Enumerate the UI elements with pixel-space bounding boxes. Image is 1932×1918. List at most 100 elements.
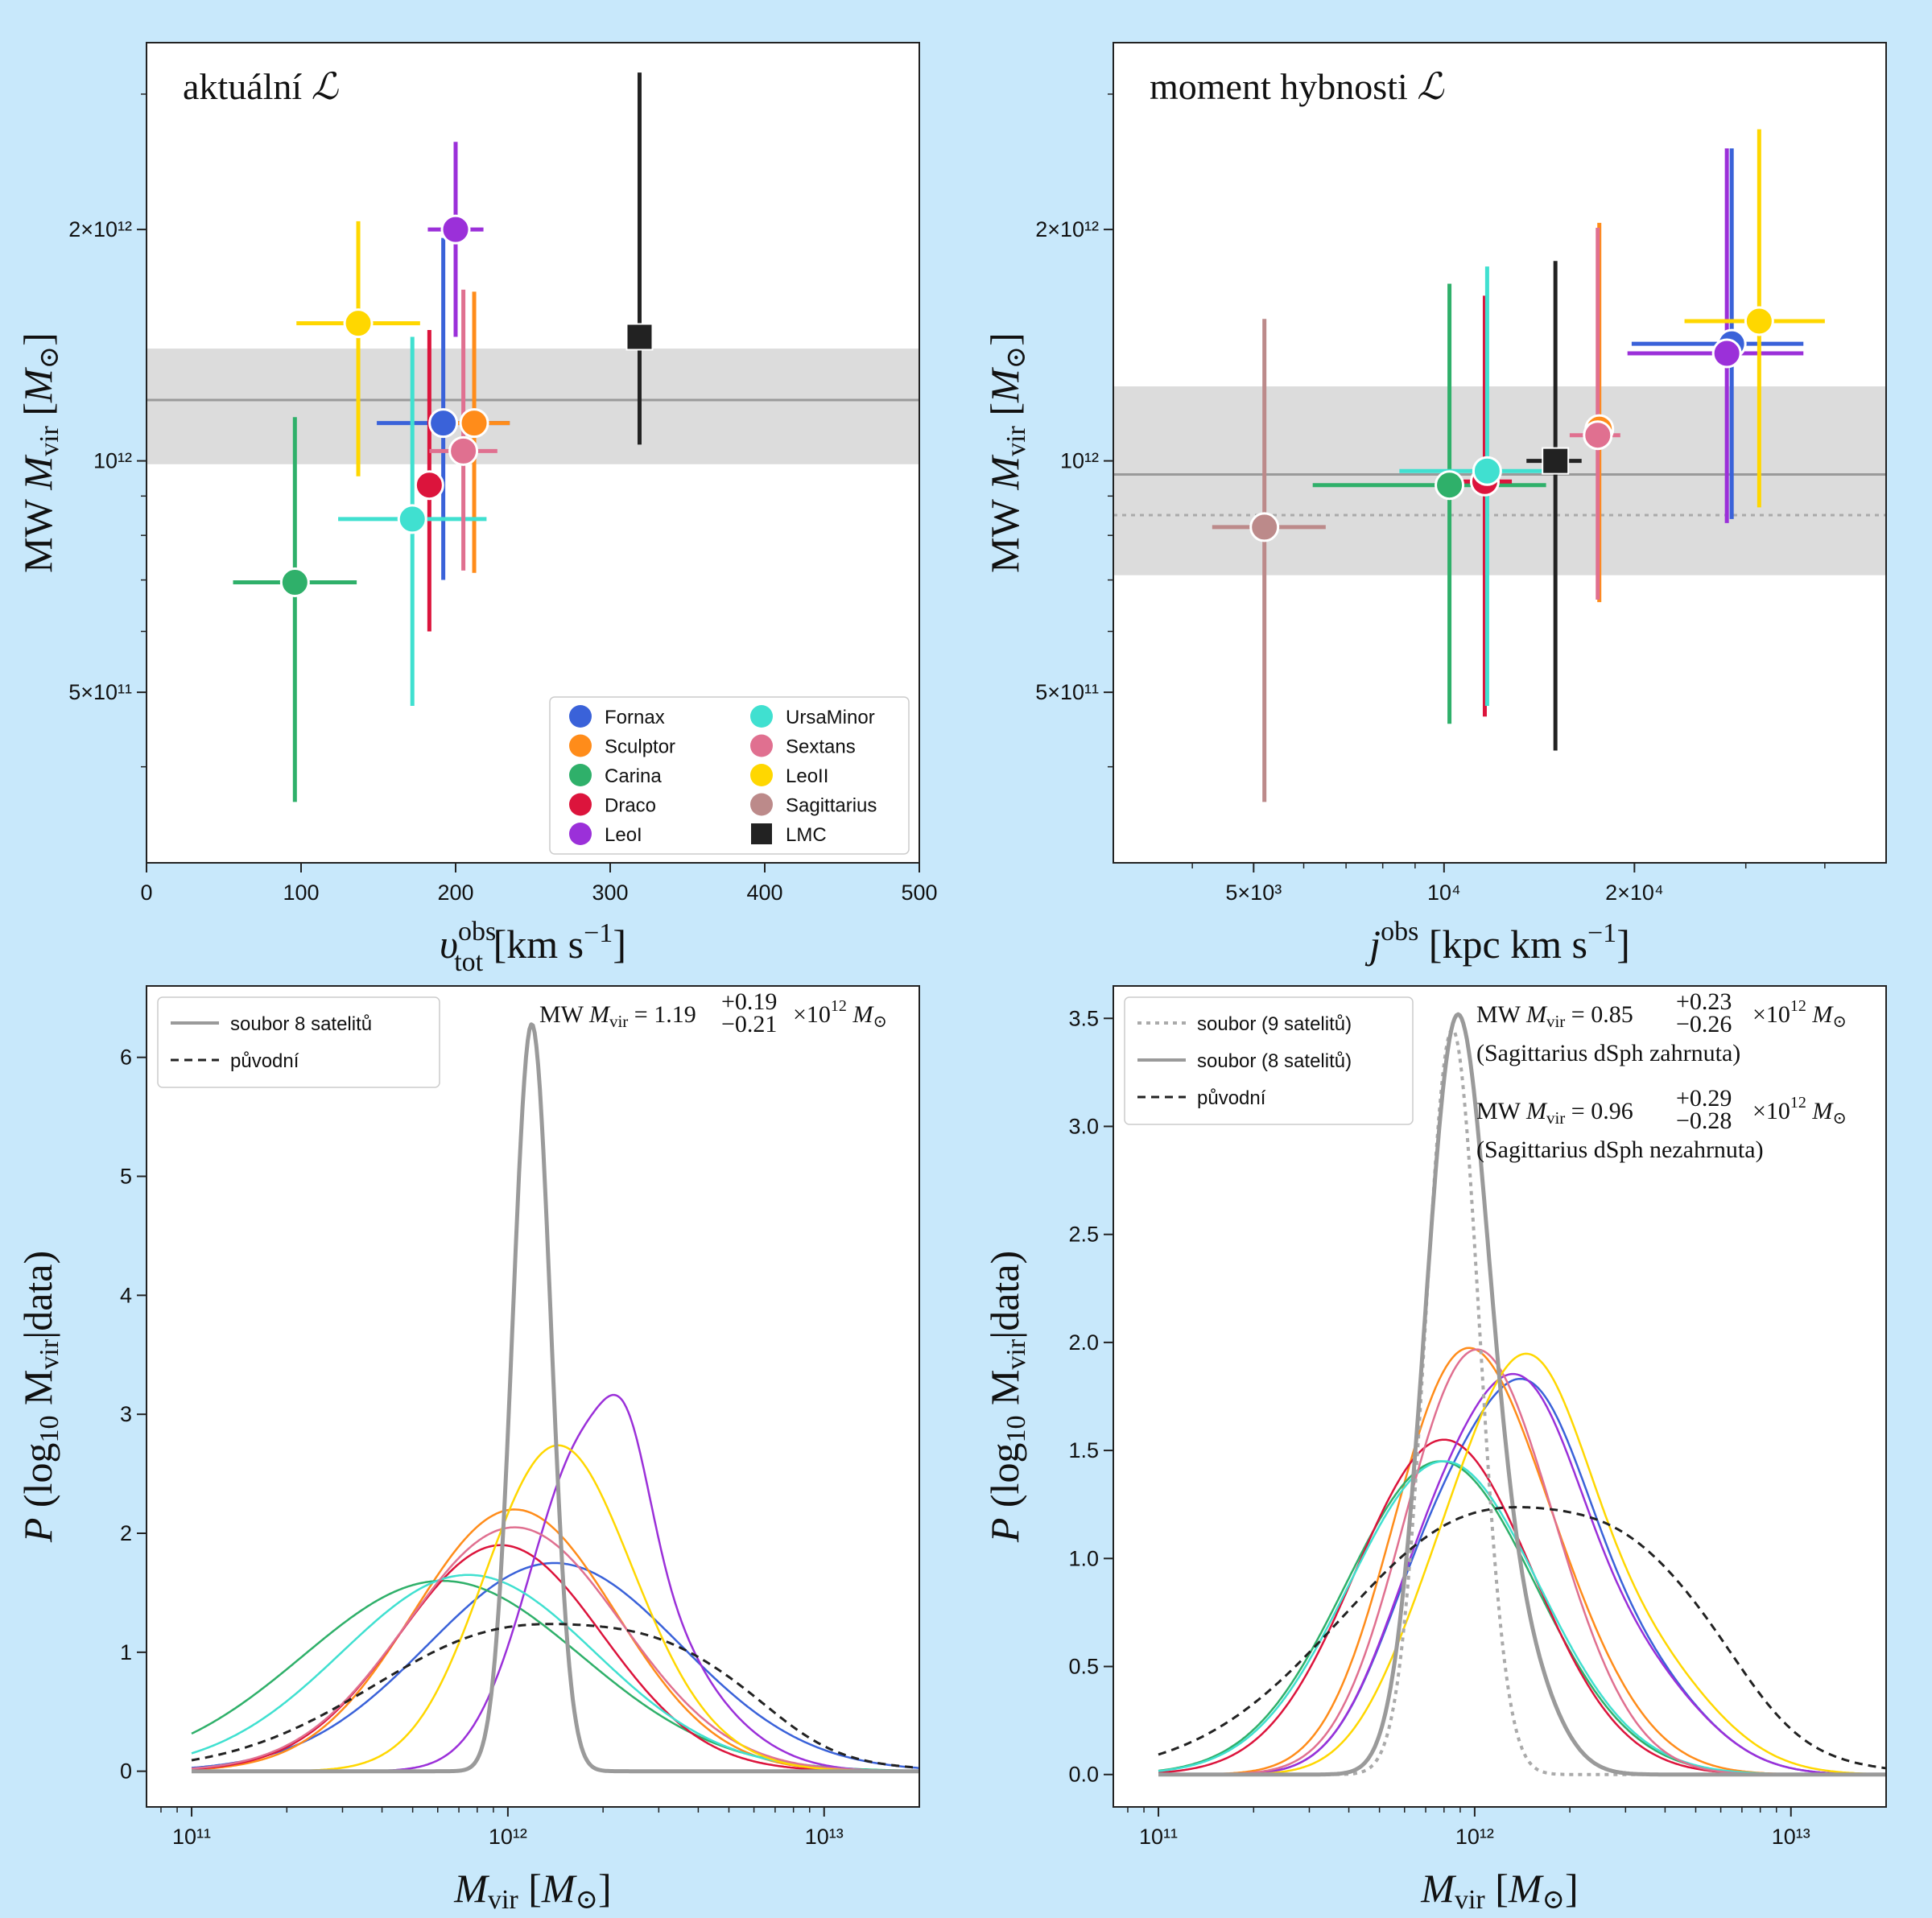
- y-axis-label: MW Mvir [M⊙]: [15, 332, 64, 573]
- x-tick-label: 10¹²: [489, 1825, 527, 1849]
- point-sextans: [1583, 420, 1613, 451]
- y-axis-label: P (log10 Mvir|data): [15, 1251, 64, 1543]
- x-tick-label: 10¹¹: [172, 1825, 211, 1849]
- x-tick-label: 5×10³: [1225, 881, 1282, 905]
- panel-posterior-current: 10¹¹ 10¹² 10¹³ 0 1 2 3 4 5 6 P (log10 Mvir|data) Mv…: [15, 985, 920, 1915]
- x-tick-label: 300: [592, 881, 628, 905]
- x-tick-label: 10¹²: [1455, 1825, 1494, 1849]
- point-leoi: [440, 214, 471, 245]
- legend: [157, 996, 440, 1088]
- x-tick-label: 0: [140, 881, 152, 905]
- legend-label-lmc: LMC: [786, 824, 827, 846]
- x-tick-label: 100: [283, 881, 319, 905]
- plot-frame: [1113, 985, 1887, 1808]
- legend-label-carina: Carina: [605, 765, 662, 787]
- point-ursaminor: [1472, 456, 1502, 486]
- legend-marker-sculptor: [569, 734, 592, 757]
- point-leoii: [343, 308, 374, 339]
- plot-frame: [146, 42, 920, 864]
- curve-draco: [191, 1544, 919, 1772]
- point-sextans: [448, 435, 479, 466]
- y-tick-label: 3: [120, 1402, 132, 1426]
- y-tick-label: 3.0: [1068, 1114, 1099, 1138]
- sagittarius-note: (Sagittarius dSph nezahrnuta): [1476, 1136, 1764, 1163]
- x-tick-label: 400: [746, 881, 782, 905]
- point-leoii: [1744, 306, 1774, 336]
- y-tick-label: 2.5: [1068, 1223, 1099, 1247]
- y-tick-label: 0.0: [1068, 1763, 1099, 1787]
- legend-marker-leoi: [569, 823, 592, 845]
- err-up: +0.29: [1676, 1085, 1732, 1112]
- legend-label-draco: Draco: [605, 795, 656, 817]
- y-tick-label: 10¹²: [1060, 449, 1099, 473]
- point-lmc: [1542, 447, 1570, 475]
- mass-annotation: MW Mvir = 0.85: [1476, 1001, 1633, 1031]
- err-down: −0.28: [1676, 1107, 1732, 1134]
- y-axis-label: P (log10 Mvir|data): [982, 1251, 1031, 1543]
- mass-unit: ×1012 M⊙: [1752, 997, 1847, 1031]
- legend-marker-draco: [569, 793, 592, 816]
- legend-label: původní: [230, 1050, 299, 1072]
- legend-marker-lmc: [751, 823, 772, 844]
- point-draco: [414, 470, 444, 501]
- curve-leoii: [1158, 1352, 1886, 1776]
- x-tick-label: 10⁴: [1427, 881, 1461, 905]
- y-tick-label: 5×10¹¹: [68, 680, 132, 704]
- mass-unit: ×1012 M⊙: [793, 997, 887, 1031]
- plot-background: [146, 985, 920, 1808]
- legend-label-sculptor: Sculptor: [605, 736, 675, 758]
- err-up: +0.19: [721, 988, 777, 1015]
- panel-title: aktuální ℒ: [183, 66, 339, 107]
- y-tick-label: 2×10¹²: [68, 217, 132, 241]
- x-axis-label: υobs tot [km s−1]: [440, 917, 626, 977]
- y-axis-label: MW Mvir [M⊙]: [982, 332, 1031, 573]
- legend-marker-carina: [569, 764, 592, 786]
- x-tick-label: 10¹¹: [1139, 1825, 1178, 1849]
- legend-marker-ursaminor: [750, 705, 773, 728]
- x-axis-label: Mvir [M⊙]: [1420, 1866, 1578, 1915]
- point-ursaminor: [397, 504, 427, 534]
- curve-fornax: [191, 1561, 919, 1769]
- point-sculptor: [459, 408, 489, 439]
- y-tick-label: 2.0: [1068, 1330, 1099, 1355]
- legend-marker-sagittarius: [750, 793, 773, 816]
- y-tick-label: 3.5: [1068, 1006, 1099, 1030]
- mass-band: [147, 349, 919, 464]
- y-tick-label: 10¹²: [93, 449, 132, 473]
- legend-label: soubor (9 satelitů): [1197, 1013, 1352, 1035]
- plot-area: [147, 72, 919, 802]
- mass-annotation: MW Mvir = 0.96: [1476, 1098, 1633, 1128]
- curve-sextans: [191, 1526, 919, 1772]
- legend: [549, 696, 910, 855]
- panel-posterior-angular: 10¹¹ 10¹² 10¹³ 0.0 0.5 1.0 1.5 2.0 2.5 3.0 3.5 P (l…: [982, 985, 1887, 1915]
- y-tick-label: 1: [120, 1640, 132, 1664]
- point-carina: [1435, 470, 1465, 501]
- plot-frame: [146, 985, 920, 1808]
- mass-annotation: MW Mvir = 1.19: [539, 1001, 696, 1031]
- legend: [1124, 996, 1414, 1125]
- legend-label-leoi: LeoI: [605, 824, 642, 846]
- point-leoi: [1711, 338, 1742, 369]
- plot-frame: [1113, 42, 1887, 864]
- legend-label: soubor (8 satelitů): [1197, 1050, 1352, 1072]
- plot-area: [191, 1022, 919, 1774]
- y-tick-label: 0: [120, 1759, 132, 1784]
- curve-original: [191, 1623, 919, 1769]
- x-tick-label: 10¹³: [1772, 1825, 1810, 1849]
- legend-label: původní: [1197, 1087, 1266, 1109]
- legend-label-ursaminor: UrsaMinor: [786, 707, 875, 728]
- err-up: +0.23: [1676, 988, 1732, 1015]
- legend-label-leoii: LeoII: [786, 765, 828, 787]
- legend-label: soubor 8 satelitů: [230, 1013, 372, 1035]
- x-tick-label: 500: [901, 881, 937, 905]
- y-tick-label: 2×10¹²: [1035, 217, 1099, 241]
- y-tick-label: 5×10¹¹: [1035, 680, 1099, 704]
- point-carina: [279, 567, 310, 598]
- y-tick-label: 0.5: [1068, 1655, 1099, 1679]
- panel-angular-momentum-L: 5×10³ 10⁴ 2×10⁴ 5×10¹¹ 10¹² 2×10¹² moment hybn…: [982, 42, 1887, 967]
- plot-area: [1158, 1012, 1886, 1777]
- curve-ensemble: [191, 1022, 919, 1774]
- y-tick-label: 4: [120, 1283, 132, 1307]
- err-down: −0.26: [1676, 1011, 1732, 1037]
